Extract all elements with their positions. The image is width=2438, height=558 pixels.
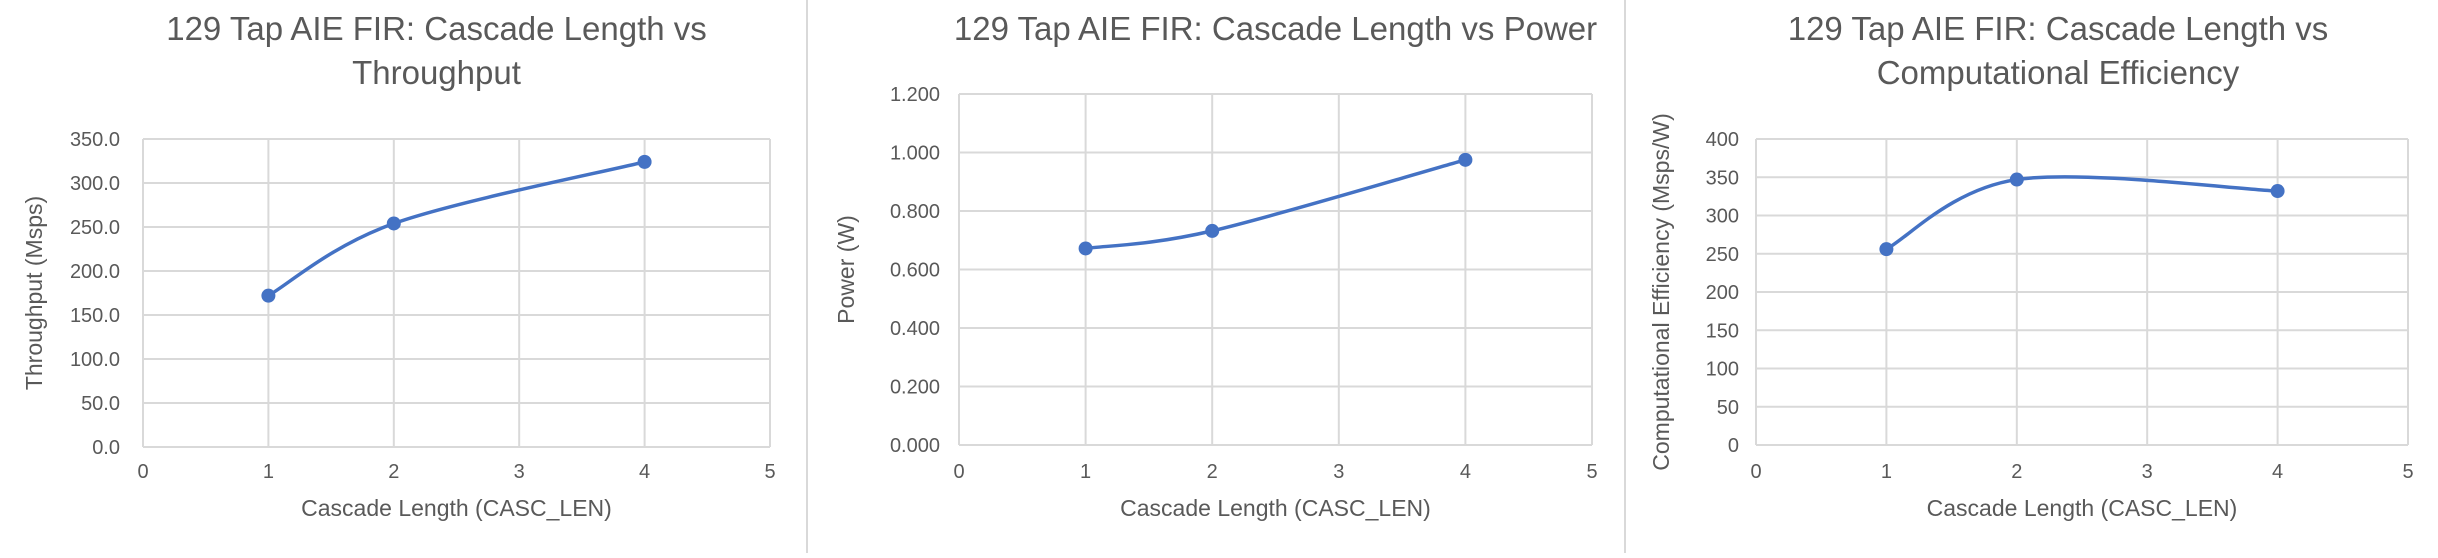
y-tick-label: 0.0: [92, 437, 120, 459]
x-tick-label: 0: [1750, 461, 1761, 483]
y-tick-label: 250.0: [70, 217, 120, 239]
x-tick-label: 3: [514, 461, 525, 483]
y-tick-label: 200.0: [70, 261, 120, 283]
power-chart: 129 Tap AIE FIR: Cascade Length vs Power…: [810, 0, 1625, 553]
chart-title: 129 Tap AIE FIR: Cascade Length vs Power: [954, 10, 1597, 47]
data-point: [2270, 184, 2285, 199]
x-tick-label: 5: [764, 461, 775, 483]
x-axis-label: Cascade Length (CASC_LEN): [1120, 495, 1431, 521]
y-tick-label: 100: [1706, 359, 1739, 381]
series-line: [1885, 175, 2278, 251]
x-tick-label: 1: [263, 461, 274, 483]
chart-title: Throughput: [352, 54, 521, 91]
y-tick-label: 350: [1706, 167, 1739, 189]
data-point: [2009, 172, 2024, 187]
y-tick-label: 50.0: [81, 393, 120, 415]
y-tick-label: 400: [1706, 129, 1739, 151]
chart-svg: 129 Tap AIE FIR: Cascade Length vs Power…: [833, 10, 1598, 521]
data-point: [1205, 223, 1220, 238]
chart-svg: 129 Tap AIE FIR: Cascade Length vs Comput…: [1648, 10, 2414, 521]
x-tick-label: 1: [1881, 461, 1892, 483]
efficiency-chart: 129 Tap AIE FIR: Cascade Length vs Comput…: [1626, 0, 2438, 553]
throughput-chart: 129 Tap AIE FIR: Cascade Length vs Throug…: [0, 0, 808, 553]
y-axis-label: Computational Efficiency (Msps/W): [1648, 113, 1674, 470]
data-point: [1078, 241, 1093, 256]
x-tick-label: 2: [388, 461, 399, 483]
x-tick-label: 5: [1586, 461, 1597, 483]
y-tick-label: 100.0: [70, 349, 120, 371]
x-tick-label: 2: [2011, 461, 2022, 483]
series-line: [267, 160, 646, 298]
data-point: [386, 216, 401, 231]
y-tick-label: 0.200: [890, 377, 940, 399]
y-tick-label: 0.600: [890, 260, 940, 282]
y-tick-label: 0.800: [890, 201, 940, 223]
data-point: [637, 154, 652, 169]
y-tick-label: 250: [1706, 244, 1739, 266]
y-tick-label: 300.0: [70, 173, 120, 195]
x-tick-label: 0: [953, 461, 964, 483]
y-axis-label: Power (W): [833, 215, 859, 324]
x-tick-label: 2: [1207, 461, 1218, 483]
x-tick-label: 4: [2272, 461, 2283, 483]
x-tick-label: 1: [1080, 461, 1091, 483]
y-tick-label: 350.0: [70, 129, 120, 151]
y-tick-label: 150: [1706, 320, 1739, 342]
y-tick-label: 300: [1706, 206, 1739, 228]
y-tick-label: 150.0: [70, 305, 120, 327]
series-line: [1085, 158, 1466, 251]
y-axis-label: Throughput (Msps): [21, 196, 47, 390]
x-axis-label: Cascade Length (CASC_LEN): [301, 495, 612, 521]
x-tick-label: 0: [137, 461, 148, 483]
chart-title: 129 Tap AIE FIR: Cascade Length vs: [1788, 10, 2329, 47]
x-tick-label: 3: [1333, 461, 1344, 483]
x-tick-label: 3: [2142, 461, 2153, 483]
x-axis-label: Cascade Length (CASC_LEN): [1927, 495, 2238, 521]
y-tick-label: 1.200: [890, 84, 940, 106]
x-tick-label: 4: [639, 461, 650, 483]
data-point: [1458, 152, 1473, 167]
data-point: [261, 288, 276, 303]
panel-divider: [1624, 0, 1626, 553]
y-tick-label: 50: [1717, 397, 1739, 419]
y-tick-label: 0.000: [890, 435, 940, 457]
y-tick-label: 0.400: [890, 318, 940, 340]
y-tick-label: 0: [1728, 435, 1739, 457]
y-tick-label: 1.000: [890, 143, 940, 165]
y-tick-label: 200: [1706, 282, 1739, 304]
x-tick-label: 4: [1460, 461, 1471, 483]
panel-divider: [806, 0, 808, 553]
data-point: [1879, 242, 1894, 257]
chart-svg: 129 Tap AIE FIR: Cascade Length vs Throug…: [21, 10, 776, 521]
chart-title: Computational Efficiency: [1877, 54, 2240, 91]
chart-title: 129 Tap AIE FIR: Cascade Length vs: [166, 10, 707, 47]
x-tick-label: 5: [2402, 461, 2413, 483]
